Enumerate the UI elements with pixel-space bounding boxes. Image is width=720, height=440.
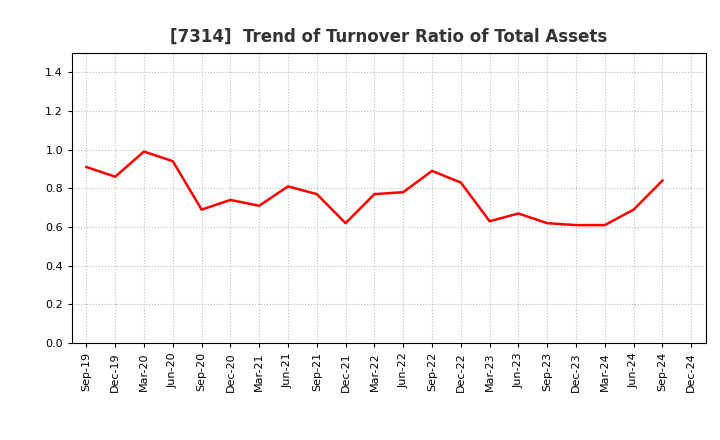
Title: [7314]  Trend of Turnover Ratio of Total Assets: [7314] Trend of Turnover Ratio of Total … [170,28,608,46]
